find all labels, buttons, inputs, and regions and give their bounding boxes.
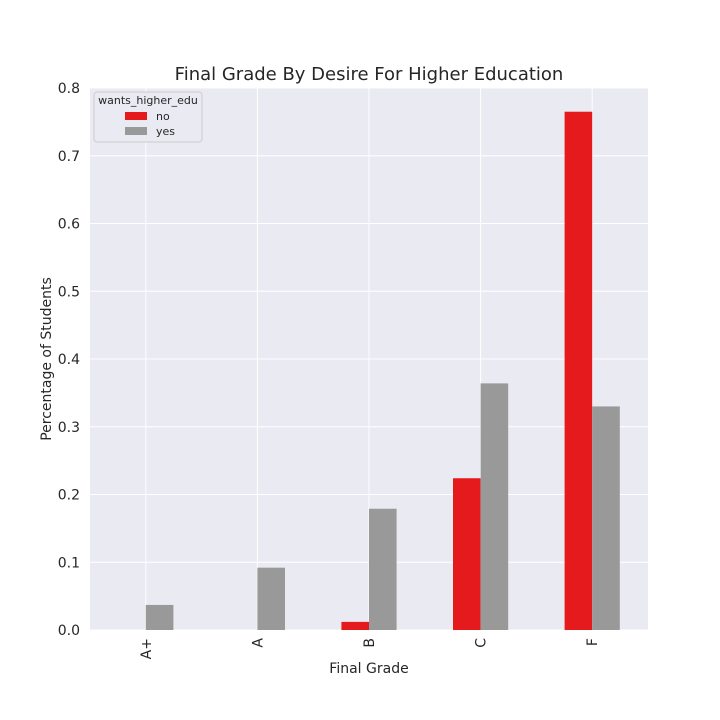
legend: wants_higher_edu no yes — [93, 91, 203, 143]
bar-yes-F — [592, 406, 620, 630]
y-tick-labels: 0.0 0.1 0.2 0.3 0.4 0.5 0.6 0.7 0.8 — [58, 81, 80, 639]
chart-title: Final Grade By Desire For Higher Educati… — [175, 64, 564, 85]
bar-no-F — [564, 111, 593, 630]
y-tick-label: 0.5 — [58, 284, 80, 300]
legend-swatch-no — [125, 112, 147, 120]
x-tick-label: A — [250, 638, 266, 648]
y-tick-label: 0.6 — [58, 217, 80, 233]
bar-yes-A+ — [145, 604, 174, 630]
bar-yes-C — [480, 383, 509, 630]
legend-swatch-yes — [125, 127, 147, 135]
legend-label-yes: yes — [156, 125, 175, 138]
bar-yes-A — [257, 567, 285, 630]
x-tick-label: F — [585, 638, 601, 646]
bar-yes-B — [369, 508, 397, 630]
y-tick-label: 0.2 — [58, 488, 80, 504]
y-axis-label: Percentage of Students — [39, 277, 55, 441]
y-tick-label: 0.1 — [58, 555, 80, 571]
y-tick-label: 0.4 — [58, 352, 80, 368]
x-tick-label: A+ — [139, 638, 155, 659]
y-tick-label: 0.8 — [58, 81, 80, 97]
legend-box — [93, 91, 203, 143]
x-tick-labels: A+ A B C F — [139, 638, 601, 660]
y-tick-label: 0.0 — [58, 623, 80, 639]
bar-group — [145, 111, 620, 630]
y-tick-label: 0.7 — [58, 149, 80, 165]
bar-no-B — [341, 621, 369, 630]
legend-label-no: no — [156, 110, 170, 123]
x-axis-label: Final Grade — [329, 661, 408, 677]
x-tick-label: C — [474, 638, 490, 648]
grid-lines — [90, 87, 648, 631]
y-tick-label: 0.3 — [58, 420, 80, 436]
legend-title: wants_higher_edu — [98, 94, 198, 107]
bar-no-C — [453, 478, 481, 630]
x-tick-label: B — [362, 638, 378, 648]
